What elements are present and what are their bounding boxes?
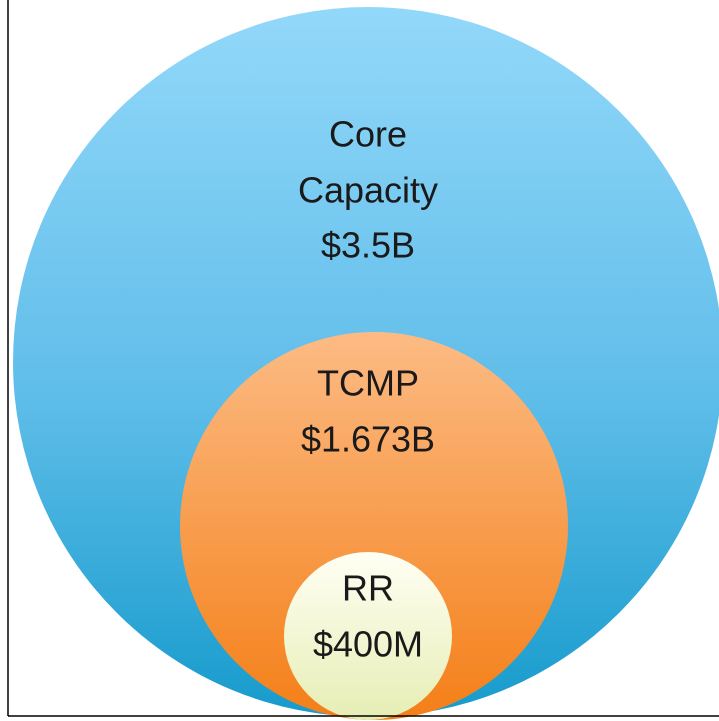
node-value: $400M bbox=[313, 624, 423, 665]
node-label: TCMP bbox=[317, 363, 419, 404]
node-label: RR bbox=[342, 568, 394, 609]
node-value: $1.673B bbox=[301, 419, 435, 460]
node-label: Capacity bbox=[298, 170, 438, 211]
inner-circle bbox=[284, 552, 452, 720]
node-label: Core bbox=[329, 114, 407, 155]
middle-circle bbox=[180, 332, 568, 720]
node-value: $3.5B bbox=[321, 225, 415, 266]
